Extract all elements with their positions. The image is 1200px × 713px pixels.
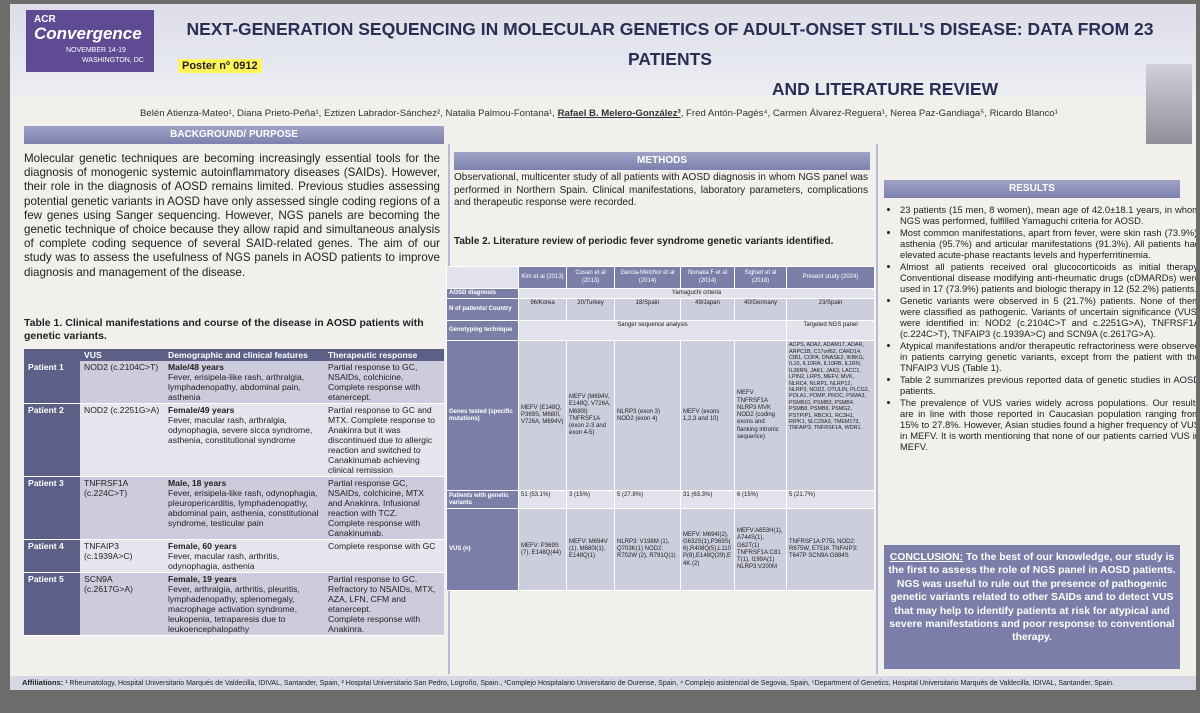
table2-title: Table 2. Literature review of periodic f… (454, 236, 834, 247)
affiliations-footer: Affiliations: ¹ Rheumatology, Hospital U… (10, 676, 1196, 690)
title-line-1: NEXT-GENERATION SEQUENCING IN MOLECULAR … (186, 19, 1154, 69)
table-row: Patient 5 SCN9A (c.2617G>A) Female, 19 y… (24, 572, 444, 636)
table-row: Genes tested (specific mutations) MEFV (… (446, 340, 875, 492)
conclusion-text: To the best of our knowledge, our study … (888, 552, 1176, 644)
table1-title: Table 1. Clinical manifestations and cou… (24, 317, 424, 342)
table1-header-row: VUS Demographic and clinical features Th… (24, 349, 444, 361)
list-item: Most common manifestations, apart from f… (900, 227, 1196, 260)
conclusion-box: CONCLUSION: To the best of our knowledge… (884, 545, 1180, 669)
building-photo (1146, 64, 1192, 144)
table-row: AOSD diagnosis Yamaguchi criteria (446, 287, 875, 300)
author-list: Belén Atienza-Mateo¹, Diana Prieto-Peña¹… (140, 108, 1058, 119)
list-item: Almost all patients received oral glucoc… (900, 261, 1196, 294)
table-row: Patients with genetic variants 51 (53.1%… (446, 490, 875, 510)
list-item: Atypical manifestations and/or therapeut… (900, 340, 1196, 373)
background-heading: BACKGROUND/ PURPOSE (24, 126, 444, 144)
poster-title: NEXT-GENERATION SEQUENCING IN MOLECULAR … (170, 14, 1170, 104)
header-band (10, 4, 1196, 96)
table-row: Genotyping technique Sanger sequence ana… (446, 320, 875, 342)
table-row: Patient 4 TNFAIP3 (c.1939A>C) Female, 60… (24, 539, 444, 573)
title-line-2: AND LITERATURE REVIEW (771, 79, 999, 99)
list-item: 23 patients (15 men, 8 women), mean age … (900, 204, 1196, 226)
table1-clinical-manifestations: VUS Demographic and clinical features Th… (24, 349, 444, 636)
table-row: VUS (n) MEFV: P369S (7), E148Q(44) MEFV:… (446, 508, 875, 592)
affiliations-text: ¹ Rheumatology, Hospital Universitario M… (65, 680, 1114, 687)
table-row: Kim et al (2013) Cosan et al (2013) Garc… (446, 266, 875, 289)
results-heading: RESULTS (884, 180, 1180, 198)
presenting-author: Rafael B. Melero-González³ (557, 108, 681, 119)
table2-literature-review: Kim et al (2013) Cosan et al (2013) Garc… (446, 266, 875, 592)
acr-convergence-logo: ACR Convergence NOVEMBER 14-19 WASHINGTO… (26, 10, 154, 72)
conclusion-label: CONCLUSION: (889, 552, 964, 563)
affiliations-label: Affiliations: (22, 678, 64, 687)
poster-number-badge: Poster nº 0912 (178, 59, 262, 73)
results-list: 23 patients (15 men, 8 women), mean age … (888, 204, 1196, 453)
list-item: The prevalence of VUS varies widely acro… (900, 397, 1196, 452)
column-divider (876, 144, 878, 674)
table-row: N of patients/ Country 96/Korea 20/Turke… (446, 298, 875, 322)
list-item: Genetic variants were observed in 5 (21.… (900, 295, 1196, 339)
background-text: Molecular genetic techniques are becomin… (24, 152, 440, 279)
poster: ACR Convergence NOVEMBER 14-19 WASHINGTO… (10, 4, 1196, 690)
table-row: Patient 3 TNFRSF1A (c.224C>T) Male, 18 y… (24, 476, 444, 540)
table-row: Patient 2 NOD2 (c.2251G>A) Female/49 yea… (24, 403, 444, 477)
methods-text: Observational, multicenter study of all … (454, 172, 868, 209)
methods-heading: METHODS (454, 152, 870, 170)
table-row: Patient 1 NOD2 (c.2104C>T) Male/48 years… (24, 361, 444, 404)
list-item: Table 2 summarizes previous reported dat… (900, 374, 1196, 396)
